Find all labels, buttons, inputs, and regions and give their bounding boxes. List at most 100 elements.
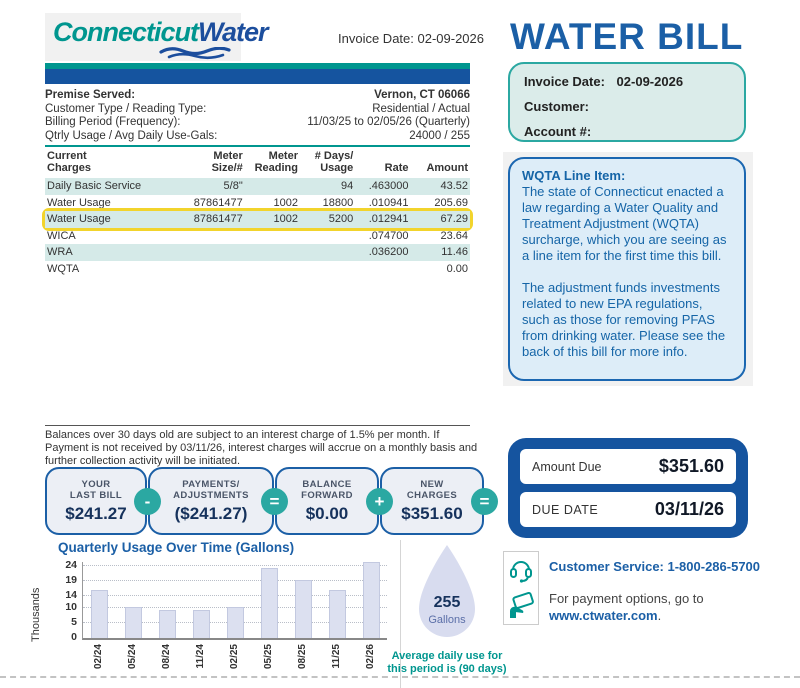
last-bill-label: YOUR LAST BILL (69, 478, 123, 501)
charges-cell: 5200 (300, 211, 356, 228)
charges-column-header: Rate (355, 145, 411, 178)
logo-connecticut: Connecticut (53, 17, 199, 47)
charges-cell (173, 261, 245, 278)
payments-value: ($241.27) (174, 503, 248, 523)
amount-due-label: Amount Due (532, 459, 602, 474)
charges-column-header: Meter Reading (244, 145, 300, 178)
chart-x-tick-label: 02/25 (229, 644, 240, 670)
premise-value: Vernon, CT 06066 (374, 89, 470, 101)
charges-table-row: WRA .036200 11.46 (45, 244, 470, 261)
charges-cell: Water Usage (47, 196, 111, 209)
wqta-notice-box: WQTA Line Item: The state of Connecticut… (508, 157, 746, 381)
amount-due-row: Amount Due $351.60 (520, 449, 736, 484)
chart-title: Quarterly Usage Over Time (Gallons) (58, 540, 295, 555)
balance-forward-box: BALANCE FORWARD $0.00 (275, 467, 379, 535)
charges-cell (245, 228, 300, 245)
charges-cell (355, 261, 410, 278)
charges-cell (244, 244, 300, 261)
premise-label: Billing Period (Frequency): (45, 116, 181, 128)
premise-row: Billing Period (Frequency): 11/03/25 to … (45, 116, 470, 130)
charges-table-row: WQTA 0.00 (45, 261, 470, 278)
charges-cell: 43.52 (410, 178, 470, 195)
charges-column-header: Amount (410, 145, 470, 178)
payments-label: PAYMENTS/ADJUSTMENTS (173, 478, 249, 501)
charges-table-header: Current Charges Meter Size/# Meter Reading # D… (45, 145, 470, 178)
new-charges-box: NEW CHARGES $351.60 (380, 467, 484, 535)
usage-bar (159, 609, 177, 638)
plus-icon: + (366, 487, 393, 515)
charges-cell: .463000 (355, 178, 411, 195)
chart-x-tick-label: 05/25 (262, 644, 274, 670)
usage-bar (227, 606, 244, 638)
premise-row: Customer Type / Reading Type: Residentia… (45, 103, 470, 117)
premise-label: Customer Type / Reading Type: (45, 102, 207, 115)
chart-gridline (83, 565, 387, 566)
usage-bar (362, 561, 380, 638)
last-bill-box: YOUR LAST BILL $241.27 (45, 467, 147, 535)
premise-value: 11/03/25 to 02/05/26 (Quarterly) (307, 116, 470, 128)
droplet-caption: Average daily use for this period is (90 … (387, 650, 507, 675)
usage-bar (125, 606, 143, 638)
charges-table-row: Water Usage 87861477 1002 5200.012941 67.29 (42, 208, 473, 231)
charges-cell: 94 (300, 178, 356, 195)
amount-due-value: $351.60 (658, 456, 724, 476)
premise-row: Premise Served: Vernon, CT 06066 (45, 89, 470, 103)
wqta-paragraph-1: The state of Connecticut enacted a law r… (522, 184, 727, 263)
chart-y-tick-label: 5 (71, 616, 77, 628)
current-charges-table: Current Charges Meter Size/# Meter Reading # D… (42, 145, 473, 278)
charges-cell: Daily Basic Service (45, 178, 173, 195)
chart-x-tick-label: 11/25 (330, 644, 342, 669)
charges-cell: .074700 (368, 229, 409, 242)
new-charges-label: NEW CHARGES (406, 478, 458, 501)
charges-cell: .010941 (368, 196, 409, 209)
water-drop-icon (419, 545, 475, 637)
charges-cell: 87861477 (193, 196, 243, 209)
charges-cell: 5/8" (172, 178, 245, 195)
charges-cell: 23.64 (440, 229, 468, 242)
charges-cell: 205.69 (434, 196, 468, 209)
customer-service-line: Customer Service: 1-800-286-5700 (549, 559, 761, 574)
invoice-summary-box: Invoice Date: 02-09-2026 Customer: Accou… (508, 62, 746, 142)
usage-bar (91, 590, 109, 638)
bill-summary-calculation: YOUR LAST BILL $241.27 - PAYMENTS/ADJUSTM… (45, 467, 515, 535)
charges-cell: 1002 (273, 196, 298, 209)
minus-icon: - (134, 487, 161, 515)
charges-cell: .036200 (355, 244, 411, 261)
charges-cell (300, 261, 355, 278)
logo-wordmark: ConnecticutWater (53, 17, 269, 48)
chart-gridline (83, 595, 387, 596)
due-date-value: 03/11/26 (654, 499, 724, 519)
usage-bar (328, 590, 346, 638)
charges-cell: 1002 (244, 211, 300, 228)
customer-row: Customer: (524, 99, 730, 114)
wqta-title: WQTA Line Item: (522, 168, 626, 183)
chart-gridline (83, 580, 387, 581)
chart-y-axis-label: Thousands (30, 587, 42, 642)
premise-row: Qtrly Usage / Avg Daily Use-Gals: 24000 … (45, 130, 470, 144)
charges-cell: .012941 (355, 211, 411, 228)
last-bill-value: $241.27 (65, 503, 127, 523)
average-use-droplet: 255 Gallons Average daily use for this pe… (387, 540, 507, 688)
invoice-date-label: Invoice Date: (524, 74, 605, 89)
usage-bar (260, 567, 278, 638)
chart-x-axis-labels: 02/24 05/24 08/24 11/24 02/25 05/25 08/25 11/25… (82, 644, 387, 688)
ctwater-link[interactable]: www.ctwater.com (549, 608, 658, 623)
chart-x-tick-label: 11/24 (195, 644, 207, 669)
chart-x-tick-label: 02/24 (93, 644, 105, 670)
charges-cell (300, 228, 355, 245)
chart-y-tick-label: 0 (71, 631, 77, 643)
chart-y-tick-label: 14 (65, 589, 77, 601)
invoice-date-header: Invoice Date: 02-09-2026 (338, 31, 484, 46)
interest-notice: Balances over 30 days old are subject to… (45, 429, 478, 467)
charges-cell (244, 178, 300, 195)
link-suffix: . (657, 608, 662, 623)
chart-x-tick-label: 05/24 (127, 644, 139, 670)
charges-cell: WRA (45, 244, 173, 261)
account-label: Account #: (524, 124, 592, 139)
droplet-value: 255 (433, 594, 461, 611)
charges-table-row: Daily Basic Service 5/8" 94.463000 43.52 (45, 178, 470, 195)
account-row: Account #: (524, 124, 730, 139)
usage-bar-chart: Quarterly Usage Over Time (Gallons) Thou… (30, 540, 398, 688)
charges-cell (300, 244, 356, 261)
wqta-paragraph-2: The adjustment funds investments related… (522, 280, 726, 359)
